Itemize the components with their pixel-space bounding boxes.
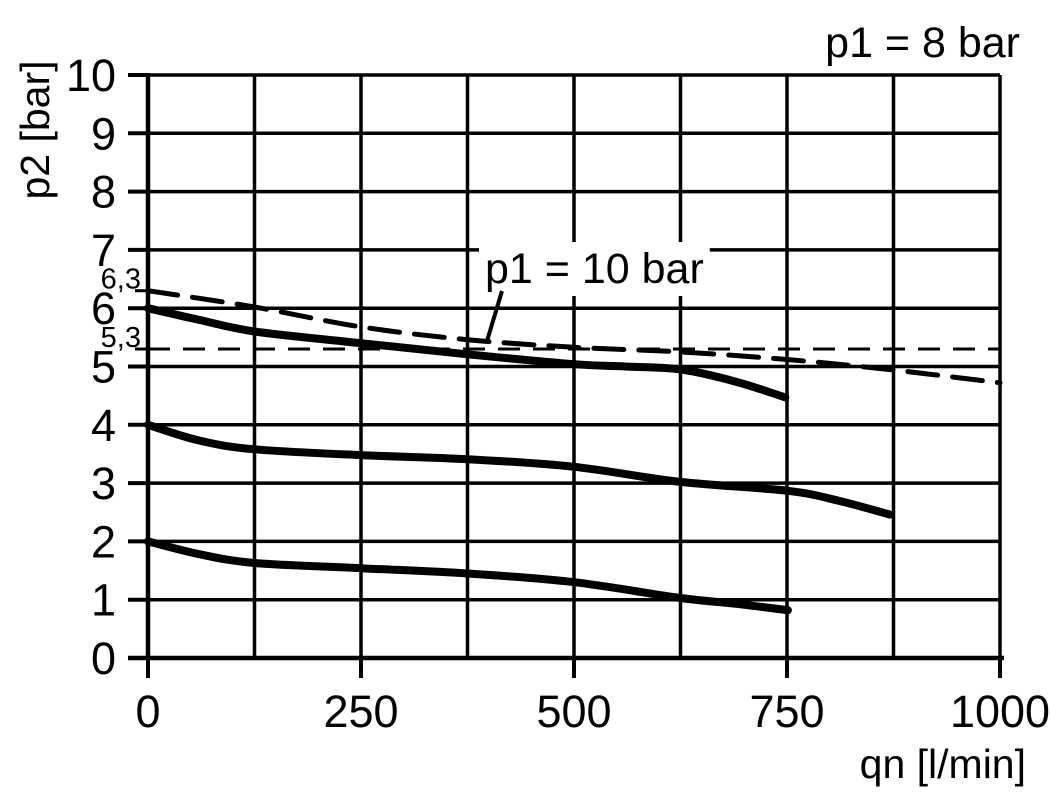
axes-and-ticks <box>128 73 1004 678</box>
y-special-label: 5,3 <box>101 322 141 354</box>
tick-labels: 0 1 2 3 4 5 6 7 8 9 10 0 250 500 750 1000 6,3 5,3 <box>66 50 1050 737</box>
y-tick-label: 9 <box>91 108 116 159</box>
x-axis-label: qn [l/min] <box>860 741 1026 787</box>
curve-solid-3 <box>144 537 792 615</box>
y-tick-label: 4 <box>91 400 116 451</box>
x-tick-label: 0 <box>135 686 160 737</box>
annotations: p1 = 8 bar p1 = 10 bar <box>479 19 1020 342</box>
p1-10bar-label-background <box>479 242 710 296</box>
y-tick-label: 5 <box>91 342 116 393</box>
p1-8bar-label: p1 = 8 bar <box>825 19 1020 67</box>
x-tick-label: 500 <box>536 686 611 737</box>
data-curves <box>144 288 1003 615</box>
x-tick-label: 1000 <box>950 686 1050 737</box>
y-tick-label: 6 <box>91 283 116 334</box>
y-tick-label: 3 <box>91 458 116 509</box>
x-tick-label: 250 <box>323 686 398 737</box>
y-tick-label: 0 <box>91 633 116 684</box>
y-tick-label: 1 <box>91 575 116 626</box>
y-tick-label: 7 <box>91 225 116 276</box>
curve-solid-2 <box>144 420 895 519</box>
curve-dashed-0 <box>145 288 1003 386</box>
x-tick-label: 750 <box>749 686 824 737</box>
y-tick-label: 8 <box>91 167 116 218</box>
y-axis-label: p2 [bar] <box>12 60 58 199</box>
p1-10bar-label-leader-line <box>485 290 504 342</box>
y-tick-label: 10 <box>66 50 116 101</box>
y-tick-label: 2 <box>91 516 116 567</box>
p1-10bar-label: p1 = 10 bar <box>485 245 704 293</box>
curve-solid-1 <box>144 304 790 402</box>
y-special-label: 6,3 <box>101 264 141 296</box>
